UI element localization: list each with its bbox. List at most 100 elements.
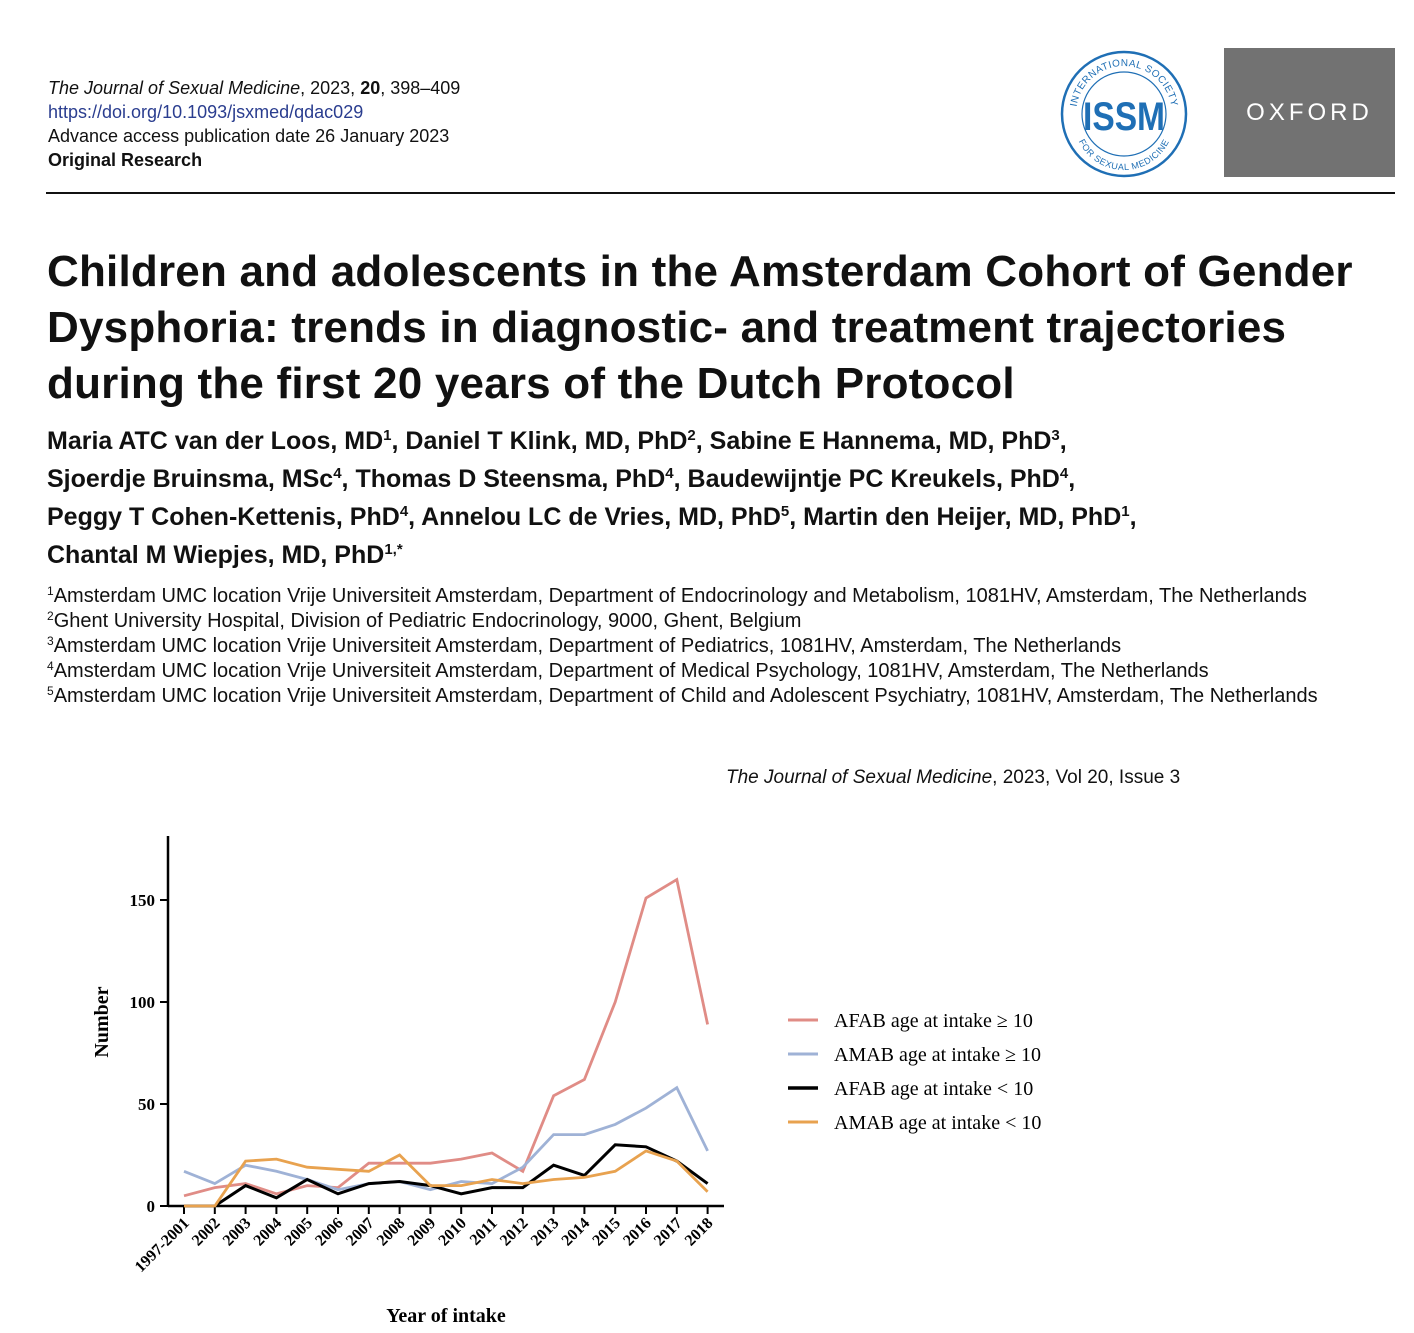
issm-logo: INTERNATIONAL SOCIETY FOR SEXUAL MEDICIN… [1060, 50, 1188, 178]
affiliation-number: 4 [47, 658, 54, 673]
author: Thomas D Steensma, PhD4, [355, 465, 687, 493]
affiliation-text: Ghent University Hospital, Division of P… [53, 610, 802, 632]
author: Sabine E Hannema, MD, PhD3, [710, 427, 1067, 455]
legend-label: AFAB age at intake < 10 [834, 1078, 1033, 1100]
affiliation-list: 1Amsterdam UMC location Vrije Universite… [47, 584, 1347, 709]
author-affiliation-marker: 5 [780, 503, 790, 520]
series-line-1 [183, 877, 709, 1198]
legend-label: AFAB age at intake ≥ 10 [834, 1010, 1033, 1032]
author-name: Chantal M Wiepjes, MD, PhD [47, 541, 385, 569]
author-affiliation-marker: 1 [1121, 503, 1130, 520]
intake-line-chart: 0501001501997-20012002200320042005200620… [91, 836, 1041, 1327]
citation-line: The Journal of Sexual Medicine, 2023, 20… [48, 76, 460, 100]
x-tick-label: 2013 [528, 1215, 563, 1250]
affiliation: 2Ghent University Hospital, Division of … [47, 609, 1347, 634]
advance-access-date: Advance access publication date 26 Janua… [48, 126, 450, 146]
article-type: Original Research [48, 150, 203, 170]
x-tick-label: 2011 [467, 1215, 501, 1249]
article-title: Children and adolescents in the Amsterda… [47, 247, 1353, 408]
author-affiliation-marker: 4 [1059, 465, 1069, 482]
series-line-2 [183, 1085, 709, 1192]
author-name: Annelou LC de Vries, MD, PhD [421, 503, 781, 531]
journal-volume: 20 [360, 78, 381, 98]
x-tick-label: 2008 [374, 1215, 409, 1250]
series-line-3 [184, 1143, 709, 1208]
author-affiliation-marker: 4 [333, 465, 342, 482]
author-name: Thomas D Steensma, PhD [355, 465, 666, 493]
author-separator: , [341, 465, 356, 493]
x-tick-label: 2012 [497, 1215, 532, 1250]
doi-link[interactable]: https://doi.org/10.1093/jsxmed/qdac029 [48, 102, 364, 122]
x-tick-label: 2003 [220, 1215, 255, 1250]
x-tick-label: 2015 [589, 1215, 624, 1250]
author-name: Daniel T Klink, MD, PhD [405, 427, 688, 455]
affiliation-text: Amsterdam UMC location Vrije Universitei… [53, 585, 1307, 607]
article-metadata: The Journal of Sexual Medicine, 2023, 20… [48, 76, 460, 172]
affiliation-number: 2 [47, 608, 54, 623]
x-tick-label: 2006 [312, 1215, 347, 1250]
author-affiliation-marker: 4 [665, 465, 674, 482]
x-tick-label: 2014 [559, 1215, 594, 1250]
x-tick-label: 2016 [620, 1215, 655, 1250]
author-name: Peggy T Cohen-Kettenis, PhD [47, 503, 400, 531]
author-list: Maria ATC van der Loos, MD1, Daniel T Kl… [47, 422, 1387, 574]
author-affiliation-marker: 1 [383, 427, 392, 444]
affiliation: 4Amsterdam UMC location Vrije Universite… [47, 659, 1347, 684]
author: Sjoerdje Bruinsma, MSc4, [47, 465, 355, 493]
author-name: Sjoerdje Bruinsma, MSc [47, 465, 334, 493]
legend-label: AMAB age at intake < 10 [834, 1112, 1041, 1134]
author-separator: , [1059, 427, 1067, 455]
x-tick-label: 2009 [405, 1215, 440, 1250]
author-affiliation-marker: 4 [399, 503, 409, 520]
author: Daniel T Klink, MD, PhD2, [405, 427, 709, 455]
affiliation-number: 3 [47, 633, 54, 648]
affiliation-text: Amsterdam UMC location Vrije Universitei… [53, 660, 1209, 682]
x-tick-label: 2018 [682, 1215, 717, 1250]
series-line-4 [184, 1149, 709, 1208]
author-affiliation-marker: 1,* [384, 541, 403, 558]
author-separator: , [408, 503, 422, 531]
author-separator: , [1129, 503, 1137, 531]
x-tick-label: 2004 [251, 1215, 286, 1250]
oxford-logo: OXFORD [1224, 48, 1395, 177]
citation-year: , 2023, [300, 78, 361, 98]
affiliation: 1Amsterdam UMC location Vrije Universite… [47, 584, 1347, 609]
y-tick-label: 150 [130, 891, 156, 910]
author-separator: , [789, 503, 804, 531]
issue-journal-name: The Journal of Sexual Medicine [726, 767, 993, 788]
author: Baudewijntje PC Kreukels, PhD4, [688, 465, 1076, 493]
x-axis-label: Year of intake [386, 1305, 506, 1327]
affiliation: 3Amsterdam UMC location Vrije Universite… [47, 634, 1347, 659]
affiliation: 5Amsterdam UMC location Vrije Universite… [47, 684, 1347, 709]
author-separator: , [695, 427, 710, 455]
author-name: Sabine E Hannema, MD, PhD [709, 427, 1052, 455]
x-tick-label: 2007 [343, 1215, 378, 1250]
legend-label: AMAB age at intake ≥ 10 [834, 1044, 1041, 1066]
affiliation-text: Amsterdam UMC location Vrije Universitei… [53, 685, 1318, 707]
author-name: Baudewijntje PC Kreukels, PhD [687, 465, 1060, 493]
author-name: Maria ATC van der Loos, MD [47, 427, 384, 455]
author-affiliation-marker: 2 [687, 427, 696, 444]
author-separator: , [1068, 465, 1076, 493]
issm-acronym: ISSM [1083, 95, 1165, 139]
author: Annelou LC de Vries, MD, PhD5, [421, 503, 803, 531]
x-tick-label: 1997-2001 [132, 1215, 193, 1276]
author-separator: , [391, 427, 406, 455]
affiliation-number: 5 [47, 683, 54, 698]
x-tick-label: 2017 [651, 1215, 686, 1250]
author: Martin den Heijer, MD, PhD1, [803, 503, 1136, 531]
header-divider [46, 192, 1395, 194]
author-name: Martin den Heijer, MD, PhD [803, 503, 1122, 531]
issue-details: , 2023, Vol 20, Issue 3 [992, 767, 1181, 788]
citation-pages: , 398–409 [380, 78, 461, 98]
y-axis-label: Number [91, 986, 113, 1057]
author: Maria ATC van der Loos, MD1, [47, 427, 405, 455]
author: Chantal M Wiepjes, MD, PhD1,* [47, 541, 403, 569]
journal-name: The Journal of Sexual Medicine [48, 78, 301, 98]
y-tick-label: 0 [147, 1197, 156, 1216]
figure: 0 50 100 150 1997-2001 2002 2003 2004 2005 2006 20… [0, 800, 1414, 1328]
x-tick-label: 2010 [435, 1215, 470, 1250]
affiliation-text: Amsterdam UMC location Vrije Universitei… [53, 635, 1122, 657]
y-tick-label: 50 [138, 1095, 155, 1114]
author-affiliation-marker: 3 [1051, 427, 1060, 444]
